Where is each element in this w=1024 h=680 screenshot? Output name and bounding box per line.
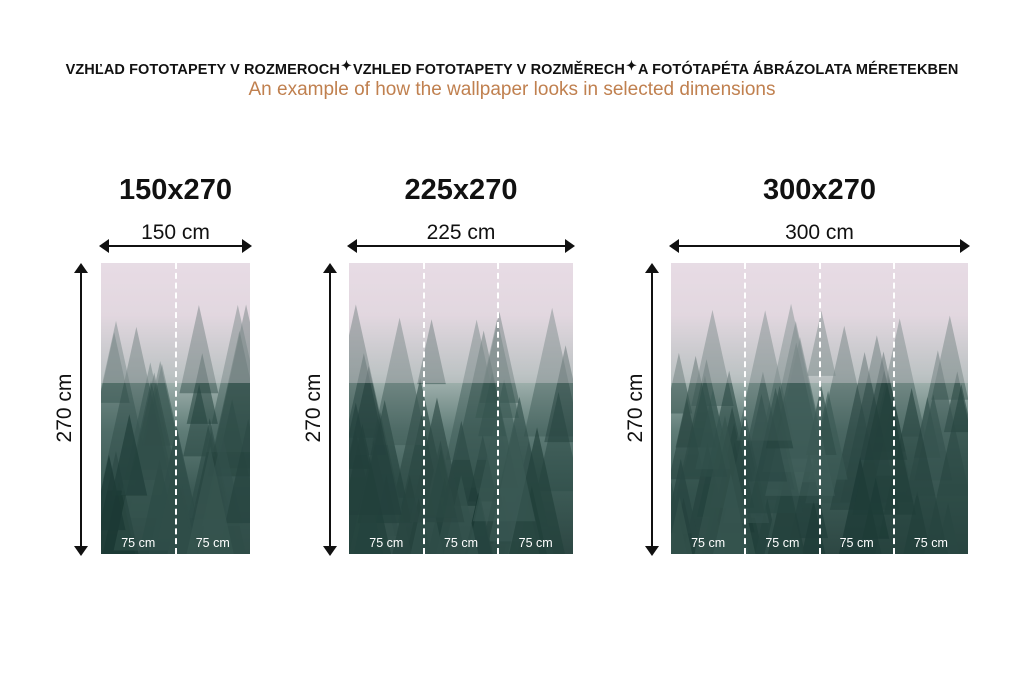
width-arrow — [99, 239, 252, 253]
height-label: 270 cm — [302, 373, 325, 443]
tree-shape — [349, 365, 402, 515]
width-label: 150 cm — [141, 221, 210, 244]
tree-shape — [111, 414, 148, 496]
heading-cz: VZHLED FOTOTAPETY V ROZMĚRECH — [352, 62, 625, 78]
tree-shape — [186, 446, 234, 554]
tree-shape — [186, 353, 218, 424]
tree-shape — [736, 310, 794, 441]
tree-shape — [807, 310, 836, 376]
tree-shape — [132, 372, 176, 470]
tree-shape — [425, 448, 457, 518]
tree-shape — [210, 304, 250, 469]
height-label: 270 cm — [53, 373, 76, 443]
subtitle: An example of how the wallpaper looks in… — [248, 79, 776, 100]
strip-width-label: 75 cm — [839, 536, 874, 550]
strip-width-label: 75 cm — [121, 536, 156, 550]
tree-shape — [101, 332, 130, 403]
strip-width-label: 75 cm — [691, 536, 726, 550]
width-label: 300 cm — [785, 221, 854, 244]
tree-shape — [544, 345, 573, 443]
tree-shape — [371, 317, 428, 446]
strip-seam — [892, 263, 895, 554]
wallpaper-preview: 75 cm 75 cm 75 cm — [349, 263, 573, 554]
forest-image — [349, 263, 573, 554]
height-label: 270 cm — [624, 373, 647, 443]
tree-shape — [205, 304, 250, 453]
tree-shape — [225, 419, 250, 524]
multilingual-heading: VZHĽAD FOTOTAPETY V ROZMEROCH✦VZHLED FOT… — [0, 58, 1024, 78]
forest-image — [671, 263, 968, 554]
tree-shape — [207, 330, 250, 477]
sparkle-icon: ✦ — [625, 58, 637, 73]
height-arrow — [645, 263, 659, 556]
strip-width-label: 75 cm — [195, 536, 230, 550]
heading-hu: A FOTÓTAPÉTA ÁBRÁZOLATA MÉRETEKBEN — [637, 62, 959, 78]
height-arrow — [74, 263, 88, 556]
tree-shape — [445, 319, 508, 460]
strip-width-label: 75 cm — [765, 536, 800, 550]
tree-shape — [713, 473, 749, 554]
tree-shape — [179, 304, 219, 394]
tree-shape — [671, 496, 693, 554]
height-arrow — [323, 263, 337, 556]
strip-width-label: 75 cm — [443, 536, 478, 550]
tree-shape — [765, 385, 794, 449]
tree-shape — [852, 370, 916, 515]
tree-shape — [671, 352, 693, 414]
tree-shape — [682, 375, 728, 477]
sparkle-icon: ✦ — [340, 58, 352, 73]
tree-shape — [157, 462, 192, 540]
width-arrow — [347, 239, 575, 253]
strip-width-label: 75 cm — [518, 536, 553, 550]
tree-shape — [479, 311, 520, 403]
wallpaper-preview: 75 cm 75 cm — [101, 263, 250, 554]
strip-width-label: 75 cm — [913, 536, 948, 550]
strip-seam — [744, 263, 747, 554]
strip-width-label: 75 cm — [369, 536, 404, 550]
tree-shape — [509, 427, 565, 554]
tree-shape — [691, 309, 734, 407]
tree-shape — [924, 384, 968, 554]
tree-shape — [862, 477, 890, 539]
strip-seam — [497, 263, 500, 554]
strip-seam — [422, 263, 425, 554]
tree-shape — [472, 379, 536, 522]
size-title: 300x270 — [763, 174, 876, 206]
tree-shape — [475, 318, 519, 418]
forest-image — [101, 263, 250, 554]
tree-shape — [738, 371, 788, 482]
width-arrow — [669, 239, 970, 253]
strip-seam — [818, 263, 821, 554]
wallpaper-preview: 75 cm 75 cm 75 cm 75 cm — [671, 263, 968, 554]
width-label: 225 cm — [426, 221, 496, 244]
mist — [349, 263, 573, 383]
size-title: 225x270 — [404, 174, 518, 206]
size-title: 150x270 — [119, 174, 232, 206]
tree-shape — [765, 337, 835, 496]
strip-seam — [174, 263, 177, 554]
heading-sk: VZHĽAD FOTOTAPETY V ROZMEROCH — [65, 62, 340, 78]
